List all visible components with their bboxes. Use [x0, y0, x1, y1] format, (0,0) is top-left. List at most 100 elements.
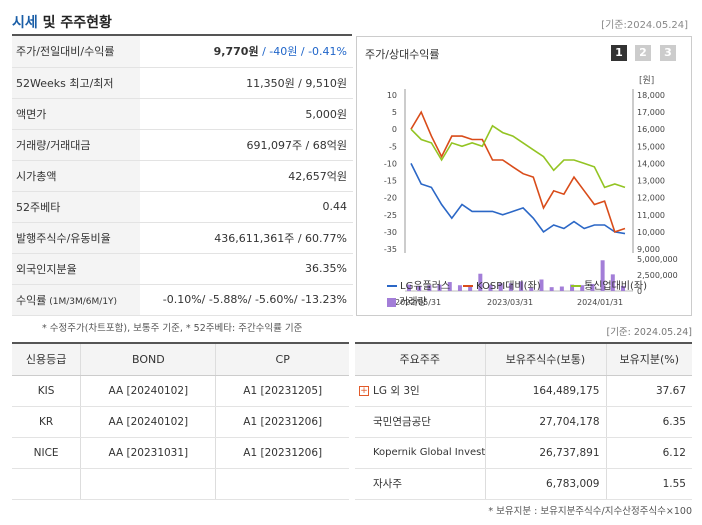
info-label: 발행주식수/유동비율: [12, 222, 140, 254]
volume-bar: [478, 273, 483, 291]
volume-bar: [529, 287, 534, 291]
table-row: NICE AA [20231031] A1 [20231206]: [12, 437, 349, 469]
table-cell: [80, 468, 216, 500]
base-date-2: [기준: 2024.05.24]: [606, 327, 692, 338]
legend-lg[interactable]: LG유플러스: [387, 277, 450, 292]
table-cell: A1 [20231205]: [215, 375, 349, 407]
header-divider: [12, 34, 352, 36]
x-tick-label: 2023/03/31: [487, 298, 533, 307]
chart-page-3-button[interactable]: 3: [660, 45, 676, 61]
right-tick-label: 11,000: [637, 211, 665, 220]
series-telecom-line: [410, 124, 626, 189]
expand-plus-icon[interactable]: +: [359, 386, 369, 396]
left-tick-label: -20: [384, 194, 397, 203]
left-tick-label: -25: [384, 211, 397, 220]
right-tick-label: 12,000: [637, 194, 665, 203]
table-cell: [215, 468, 349, 500]
credit-header: BOND: [80, 342, 216, 376]
left-tick-label: -30: [384, 228, 397, 237]
x-tick-label: 2024/01/31: [577, 298, 623, 307]
price-chart: [원] 10 5 0 -5 -10 -15 -20 -25 -30 -35 18,000 17,000 1…: [384, 75, 678, 307]
table-row: + LG 외 3인 164,489,175 37.67: [355, 375, 692, 407]
info-label: 52주베타: [12, 191, 140, 223]
info-label: 수익률 (1M/3M/6M/1Y): [12, 284, 140, 316]
table-cell: 26,737,891: [484, 437, 606, 469]
table-cell: KR: [12, 406, 81, 438]
holders-header: 주요주주: [355, 342, 485, 376]
info-row: 시가총액 42,657억원: [12, 160, 353, 192]
chart-panel: 주가/상대수익률 1 2 3 [원] 10 5 0 -5 -10 -15 -20 -25 -30 -…: [356, 36, 692, 316]
right-tick-label: 9,000: [637, 245, 660, 254]
table-cell: 6.12: [605, 437, 692, 469]
volume-tick-label: 0: [637, 287, 642, 296]
volume-bar: [457, 285, 462, 291]
info-row: 52Weeks 최고/최저 11,350원 / 9,510원: [12, 67, 353, 99]
table-cell: AA [20240102]: [80, 406, 216, 438]
info-value: 42,657억원: [140, 160, 353, 192]
volume-bar: [407, 284, 411, 291]
volume-bar: [447, 282, 452, 291]
table-cell: 6,783,009: [484, 468, 606, 500]
left-tick-label: 10: [387, 91, 397, 100]
table-cell: NICE: [12, 437, 81, 469]
table-cell: A1 [20231206]: [215, 406, 349, 438]
volume-bar: [437, 284, 442, 291]
left-tick-label: -10: [384, 159, 397, 168]
chart-title: 주가/상대수익률: [365, 48, 440, 61]
info-row: 52주베타 0.44: [12, 191, 353, 223]
info-row: 외국인지분율 36.35%: [12, 253, 353, 285]
table-row: [12, 468, 349, 500]
volume-bar: [468, 285, 473, 291]
volume-bar: [570, 284, 575, 291]
table-row: 자사주 6,783,009 1.55: [355, 468, 692, 500]
table-cell: 27,704,178: [484, 406, 606, 438]
chart-page-1-button[interactable]: 1: [611, 45, 627, 61]
info-label: 52Weeks 최고/최저: [12, 67, 140, 99]
volume-bar: [488, 284, 493, 291]
volume-bar: [427, 285, 432, 291]
holders-header: 보유지분(%): [605, 342, 692, 376]
info-value: -0.10%/ -5.88%/ -5.60%/ -13.23%: [140, 284, 353, 316]
legend-telecom[interactable]: 통신업대비(좌): [571, 277, 647, 292]
info-value: 0.44: [140, 191, 353, 223]
left-tick-label: -35: [384, 245, 397, 254]
volume-bar: [508, 283, 513, 291]
footnote: * 수정주가(차트포함), 보통주 기준, * 52주베타: 주간수익률 기준: [42, 323, 303, 334]
table-row: 국민연금공단 27,704,178 6.35: [355, 406, 692, 438]
credit-rating-table: 신용등급 BOND CP KIS AA [20240102] A1 [2023120…: [12, 342, 349, 500]
right-axis-unit: [원]: [639, 75, 654, 86]
credit-header: 신용등급: [12, 342, 81, 376]
legend-kospi[interactable]: KOSPI대비(좌): [463, 277, 541, 292]
table-cell: AA [20240102]: [80, 375, 216, 407]
section-header: 시세 및 주주현황 [기준:2024.05.24]: [12, 8, 692, 34]
table-cell: 37.67: [605, 375, 692, 407]
info-row: 액면가 5,000원: [12, 98, 353, 130]
left-tick-label: -5: [389, 142, 397, 151]
info-value: 36.35%: [140, 253, 353, 285]
table-cell: [12, 468, 81, 500]
section-title: 시세 및 주주현황: [12, 15, 112, 31]
info-value: 691,097주 / 68억원: [140, 129, 353, 161]
volume-bar: [519, 281, 524, 291]
volume-bar: [539, 279, 544, 291]
right-tick-label: 17,000: [637, 108, 665, 117]
info-value: 436,611,361주 / 60.77%: [140, 222, 353, 254]
info-label: 거래량/거래대금: [12, 129, 140, 161]
volume-bar: [621, 285, 625, 291]
chart-page-2-button[interactable]: 2: [635, 45, 651, 61]
holder-name: 자사주: [355, 468, 485, 500]
table-row: KIS AA [20240102] A1 [20231205]: [12, 375, 349, 407]
holder-name[interactable]: + LG 외 3인: [355, 375, 485, 407]
info-row: 주가/전일대비/수익률 9,770원 / -40원 / -0.41%: [12, 36, 353, 68]
volume-bar: [610, 274, 615, 291]
info-label: 외국인지분율: [12, 253, 140, 285]
right-tick-label: 18,000: [637, 91, 665, 100]
volume-bar: [559, 286, 564, 291]
info-label: 액면가: [12, 98, 140, 130]
legend-volume[interactable]: 거래량: [387, 293, 427, 308]
table-cell: 6.35: [605, 406, 692, 438]
left-tick-label: 5: [392, 108, 397, 117]
left-tick-label: 0: [392, 125, 397, 134]
info-label: 주가/전일대비/수익률: [12, 36, 140, 68]
price-info-table: 주가/전일대비/수익률 9,770원 / -40원 / -0.41% 52Wee…: [12, 36, 353, 316]
